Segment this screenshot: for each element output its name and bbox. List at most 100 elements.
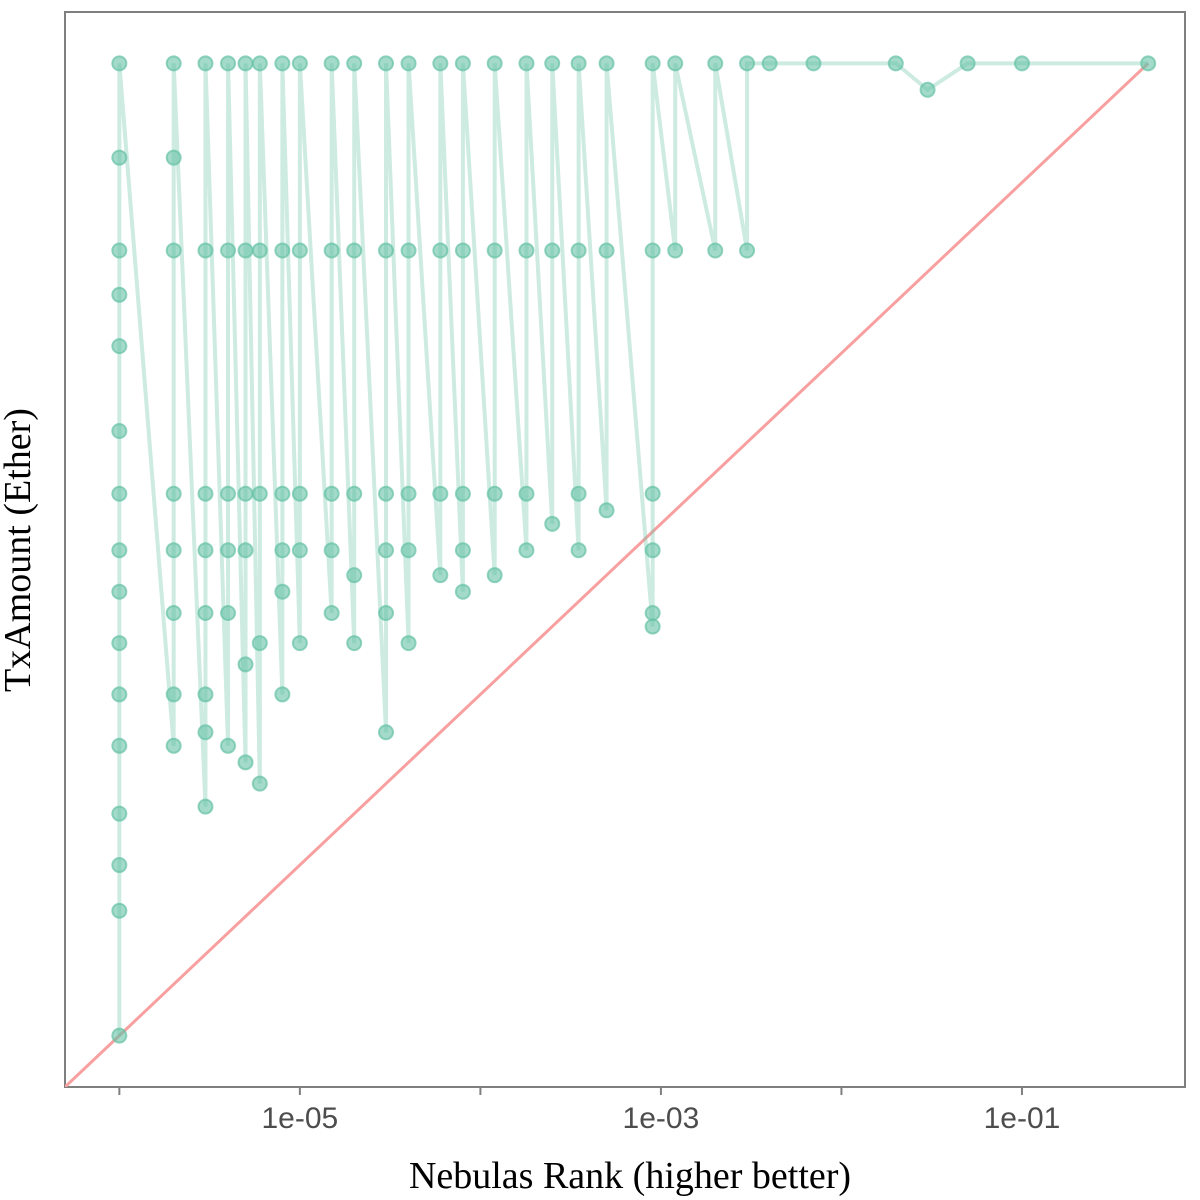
point xyxy=(739,242,756,259)
point xyxy=(400,542,417,559)
point xyxy=(1013,55,1030,72)
point xyxy=(570,242,587,259)
point xyxy=(165,605,182,622)
point xyxy=(400,55,417,72)
point xyxy=(378,242,395,259)
point xyxy=(454,542,471,559)
point xyxy=(220,242,237,259)
point xyxy=(378,55,395,72)
point xyxy=(598,55,615,72)
x-tick-label: 1e-05 xyxy=(262,1102,339,1135)
point xyxy=(197,485,214,502)
y-axis-title: TxAmount (Ether) xyxy=(0,408,39,692)
point xyxy=(165,737,182,754)
point xyxy=(274,542,291,559)
point xyxy=(739,55,756,72)
point xyxy=(486,567,503,584)
point xyxy=(111,805,128,822)
point xyxy=(111,338,128,355)
point xyxy=(570,55,587,72)
point xyxy=(111,857,128,874)
point xyxy=(197,724,214,741)
point xyxy=(111,635,128,652)
point xyxy=(378,605,395,622)
point xyxy=(165,485,182,502)
point xyxy=(1140,55,1157,72)
point xyxy=(220,485,237,502)
point xyxy=(197,605,214,622)
point xyxy=(707,242,724,259)
point xyxy=(323,242,340,259)
point xyxy=(454,583,471,600)
point xyxy=(291,635,308,652)
point xyxy=(111,242,128,259)
point xyxy=(291,542,308,559)
point xyxy=(111,422,128,439)
point xyxy=(544,515,561,532)
point xyxy=(400,485,417,502)
point xyxy=(570,485,587,502)
point xyxy=(346,55,363,72)
x-tick-label: 1e-03 xyxy=(623,1102,700,1135)
point xyxy=(111,902,128,919)
point xyxy=(274,686,291,703)
point xyxy=(919,81,936,98)
point xyxy=(644,605,661,622)
point xyxy=(197,798,214,815)
point xyxy=(887,55,904,72)
point xyxy=(111,286,128,303)
point xyxy=(197,55,214,72)
point xyxy=(323,605,340,622)
point xyxy=(237,754,254,771)
point xyxy=(805,55,822,72)
point xyxy=(197,686,214,703)
point xyxy=(323,542,340,559)
point xyxy=(432,485,449,502)
point xyxy=(644,618,661,635)
point xyxy=(518,242,535,259)
point xyxy=(274,242,291,259)
point xyxy=(598,242,615,259)
point xyxy=(274,583,291,600)
point xyxy=(544,242,561,259)
point xyxy=(111,583,128,600)
point xyxy=(111,1027,128,1044)
point xyxy=(237,55,254,72)
point xyxy=(251,55,268,72)
point xyxy=(346,635,363,652)
point xyxy=(220,55,237,72)
point xyxy=(644,542,661,559)
point xyxy=(761,55,778,72)
point xyxy=(165,149,182,166)
point xyxy=(274,55,291,72)
point xyxy=(274,485,291,502)
point xyxy=(378,542,395,559)
point xyxy=(667,55,684,72)
point xyxy=(544,55,561,72)
point xyxy=(598,502,615,519)
point xyxy=(251,242,268,259)
point xyxy=(667,242,684,259)
point xyxy=(111,149,128,166)
point xyxy=(400,242,417,259)
point xyxy=(220,737,237,754)
point xyxy=(197,542,214,559)
point xyxy=(220,605,237,622)
point xyxy=(251,775,268,792)
point xyxy=(237,656,254,673)
point xyxy=(291,55,308,72)
point xyxy=(454,242,471,259)
point xyxy=(378,724,395,741)
point xyxy=(291,485,308,502)
reference-line xyxy=(65,62,1150,1087)
point xyxy=(454,485,471,502)
x-tick-label: 1e-01 xyxy=(984,1102,1061,1135)
point xyxy=(237,542,254,559)
point xyxy=(111,542,128,559)
point xyxy=(644,55,661,72)
point xyxy=(486,55,503,72)
point xyxy=(220,542,237,559)
point xyxy=(346,485,363,502)
point xyxy=(165,242,182,259)
